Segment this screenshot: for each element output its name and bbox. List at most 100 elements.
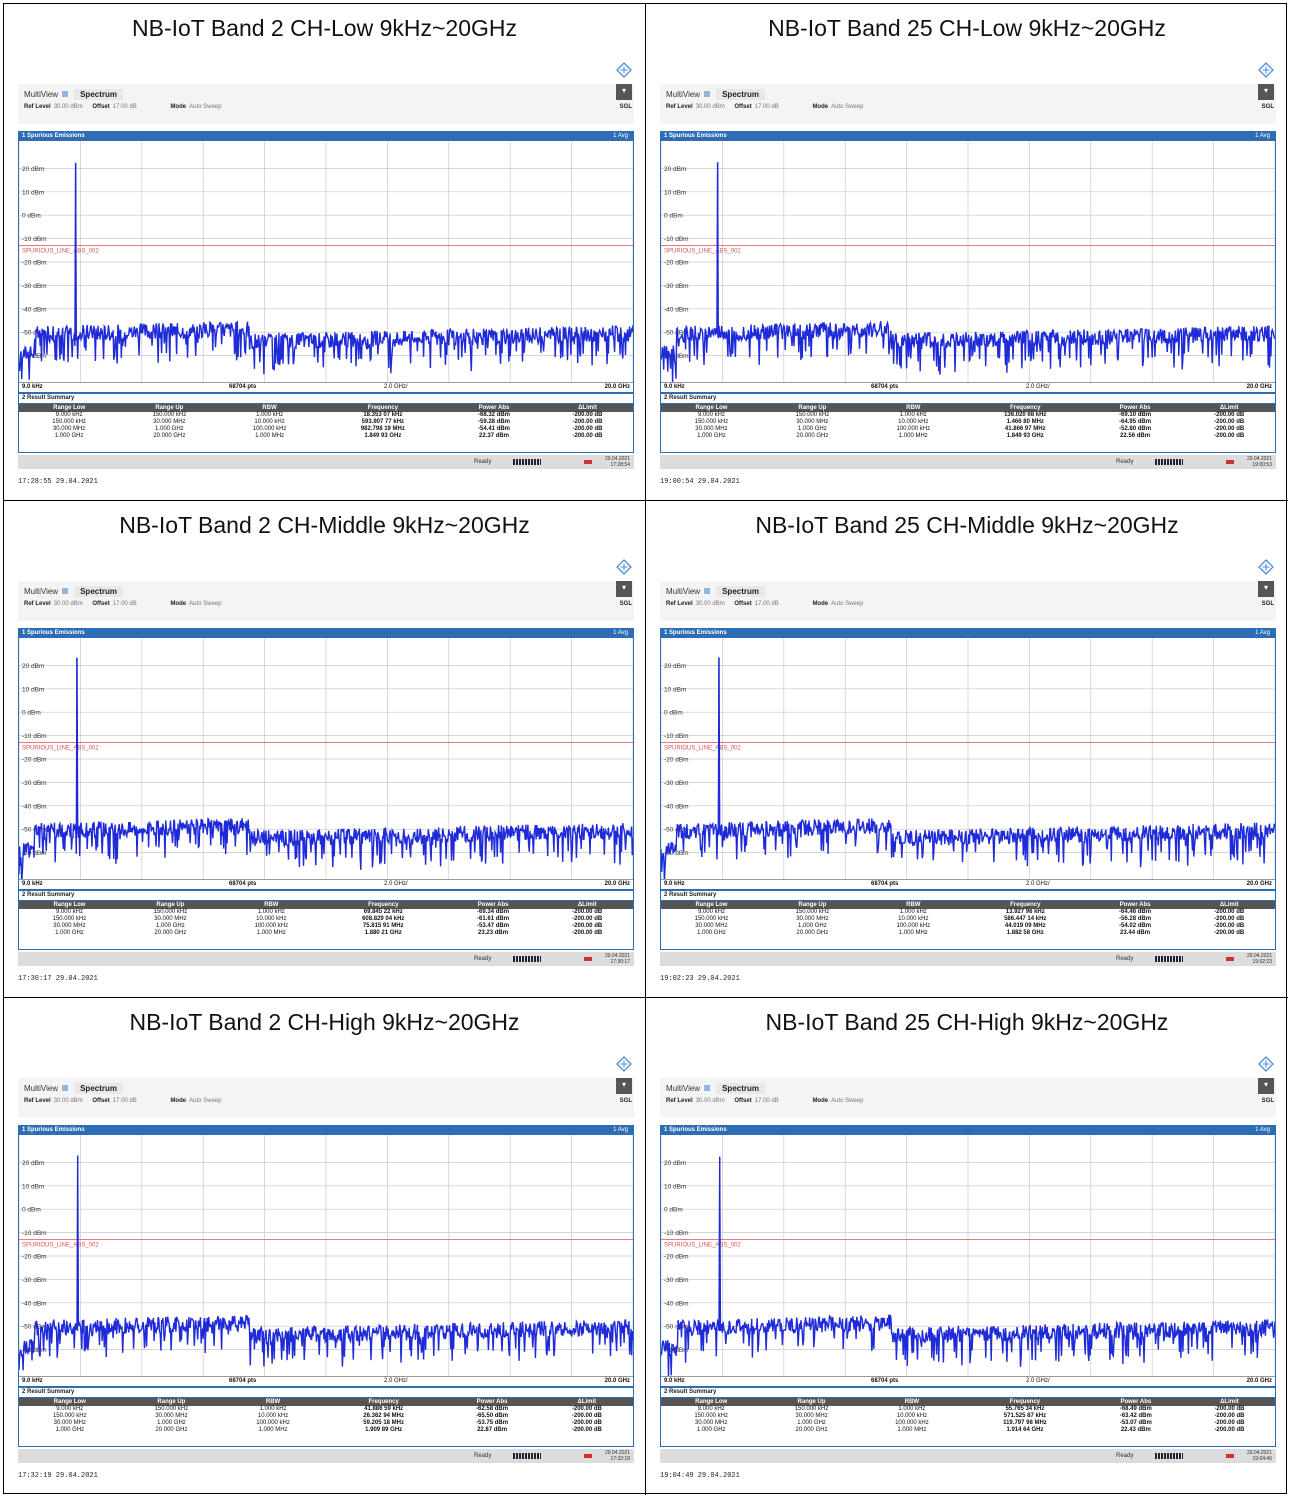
result-cell: 100.000 kHz <box>256 1420 290 1426</box>
tab-dropdown-icon[interactable] <box>62 91 69 97</box>
result-cell: -200.00 dB <box>571 1406 602 1412</box>
result-row: 150.000 kHz 30.000 MHz 10.000 kHz 571.525 8… <box>661 1413 1275 1420</box>
result-column-header: Frequency <box>963 901 1087 909</box>
y-tick-label: -10 dBm <box>664 1230 689 1237</box>
sgl-button[interactable]: ▾ <box>1258 581 1274 597</box>
x-stop: 20.0 GHz <box>1246 1378 1272 1384</box>
result-cell: 20.000 GHz <box>153 433 186 439</box>
y-tick-label: 20 dBm <box>22 663 44 670</box>
spectrum-svg: 20 dBm 10 dBm 0 dBm -10 dBm -20 dBm -30 dBm -4… <box>19 141 633 384</box>
x-start: 9.0 kHz <box>22 881 43 887</box>
result-summary-window: 2 Result Summary Range Low Range Up RBW Fre… <box>18 393 634 453</box>
tab-multiview[interactable]: MultiView <box>666 587 701 596</box>
tab-spectrum[interactable]: Spectrum <box>74 89 123 100</box>
sgl-button[interactable]: ▾ <box>616 84 632 100</box>
diamond-icon[interactable] <box>616 1056 632 1072</box>
result-cell: 22.87 dBm <box>477 1427 508 1433</box>
result-row: 9.000 kHz 150.000 kHz 1.000 kHz 13.927 96 k… <box>661 909 1275 916</box>
timestamp-caption: 19:00:54 29.04.2021 <box>660 478 740 486</box>
tab-spectrum[interactable]: Spectrum <box>716 1083 765 1094</box>
diamond-icon[interactable] <box>1258 1056 1274 1072</box>
tab-multiview[interactable]: MultiView <box>24 587 59 596</box>
mode-label: Mode <box>170 1098 187 1104</box>
tab-dropdown-icon[interactable] <box>704 91 711 97</box>
result-row: 9.000 kHz 150.000 kHz 1.000 kHz 69.845 22 k… <box>19 909 633 916</box>
spectrum-svg: 20 dBm 10 dBm 0 dBm -10 dBm -20 dBm -30 dBm -4… <box>19 638 633 881</box>
sgl-button[interactable]: ▾ <box>616 1078 632 1094</box>
spurious-emissions-window: 1 Spurious Emissions 1 Avg 20 dBm 10 dBm 0 … <box>660 131 1276 393</box>
progress-bar <box>1155 459 1183 465</box>
result-cell: 30.000 MHz <box>795 1413 828 1419</box>
limit-line-label: SPURIOUS_LINE_ABS_002 <box>664 746 741 752</box>
result-row: 9.000 kHz 150.000 kHz 1.000 kHz 18.353 07 k… <box>19 412 633 419</box>
mode-label: Mode <box>170 104 187 110</box>
mode-label: Mode <box>812 104 829 110</box>
sgl-button[interactable]: ▾ <box>616 581 632 597</box>
status-ready: Ready <box>474 956 492 962</box>
tab-spectrum[interactable]: Spectrum <box>716 586 765 597</box>
result-cell: -200.00 dB <box>1214 426 1245 432</box>
result-cell: 75.815 91 MHz <box>362 923 404 929</box>
diamond-icon[interactable] <box>616 62 632 78</box>
result-column-header: RBW <box>222 1398 324 1406</box>
y-tick-label: -60 dBm <box>22 353 47 360</box>
analyzer-screenshot: MultiView Spectrum Ref Level 30.00 dBm Off… <box>660 559 1276 985</box>
result-row: 1.000 GHz 20.000 GHz 1.000 MHz 1.909 89 GHz… <box>19 1427 633 1434</box>
result-header-row: Range Low Range Up RBW Frequency Power Abs ΔL… <box>661 404 1275 412</box>
status-datetime: 29.04.2021 19:00:53 <box>1247 456 1272 468</box>
tab-spectrum[interactable]: Spectrum <box>74 1083 123 1094</box>
sgl-button[interactable]: ▾ <box>1258 84 1274 100</box>
result-row: 150.000 kHz 30.000 MHz 10.000 kHz 26.362 94… <box>19 1413 633 1420</box>
status-ready: Ready <box>1116 956 1134 962</box>
toolbar: MultiView Spectrum Ref Level 30.00 dBm Off… <box>18 84 634 124</box>
panel-title: NB-IoT Band 25 CH-High 9kHz~20GHz <box>765 1009 1169 1035</box>
result-cell: -200.00 dB <box>1214 433 1245 439</box>
y-tick-label: -40 dBm <box>22 1300 47 1307</box>
result-column-header: Range Up <box>761 404 863 412</box>
window-header: 1 Spurious Emissions 1 Avg <box>19 629 633 638</box>
result-cell: -200.00 dB <box>1214 1413 1245 1419</box>
tab-spectrum[interactable]: Spectrum <box>716 89 765 100</box>
settings-line: Ref Level 30.00 dBm Offset 17.00 dB Mode Au… <box>24 1098 229 1104</box>
spurious-emissions-window: 1 Spurious Emissions 1 Avg 20 dBm 10 dBm 0 … <box>18 628 634 890</box>
status-led-icon <box>1226 1454 1234 1458</box>
tab-multiview[interactable]: MultiView <box>24 1084 59 1093</box>
tab-multiview[interactable]: MultiView <box>24 90 59 99</box>
timestamp-caption: 17:32:19 29.04.2021 <box>18 1472 98 1480</box>
result-cell: 1.849 93 GHz <box>1006 433 1044 439</box>
panel-title: NB-IoT Band 25 CH-Middle 9kHz~20GHz <box>755 512 1179 538</box>
result-cell: -69.10 dBm <box>1119 412 1152 418</box>
result-column-header: Range Up <box>120 1398 223 1406</box>
result-cell: 10.000 kHz <box>898 916 929 922</box>
result-summary-title: 2 Result Summary <box>661 394 1275 404</box>
panel-title: NB-IoT Band 2 CH-Low 9kHz~20GHz <box>132 15 517 41</box>
result-cell: 1.880 21 GHz <box>364 930 402 936</box>
y-tick-label: -10 dBm <box>22 733 47 740</box>
status-bar: Ready 29.04.2021 19:02:23 <box>660 952 1276 966</box>
tab-dropdown-icon[interactable] <box>704 1085 711 1091</box>
mode-label: Mode <box>812 601 829 607</box>
tab-multiview[interactable]: MultiView <box>666 90 701 99</box>
tab-dropdown-icon[interactable] <box>62 1085 69 1091</box>
result-cell: -200.00 dB <box>1214 923 1245 929</box>
result-cell: -53.07 dBm <box>1119 1420 1152 1426</box>
diamond-icon[interactable] <box>1258 559 1274 575</box>
diamond-icon[interactable] <box>616 559 632 575</box>
spectrum-svg: 20 dBm 10 dBm 0 dBm -10 dBm -20 dBm -30 dBm -4… <box>661 638 1275 881</box>
tab-spectrum[interactable]: Spectrum <box>74 586 123 597</box>
ref-level-label: Ref Level <box>24 601 51 607</box>
result-cell: 41.866 97 MHz <box>1004 426 1046 432</box>
result-column-header: Range Low <box>19 1398 121 1406</box>
ref-level-label: Ref Level <box>24 1098 51 1104</box>
sgl-button[interactable]: ▾ <box>1258 1078 1274 1094</box>
diamond-icon[interactable] <box>1258 62 1274 78</box>
sgl-label: SGL <box>619 601 632 607</box>
result-column-header: RBW <box>862 901 964 909</box>
status-led-icon <box>584 460 592 464</box>
tab-dropdown-icon[interactable] <box>704 588 711 594</box>
tab-multiview[interactable]: MultiView <box>666 1084 701 1093</box>
y-tick-label: 0 dBm <box>664 710 683 717</box>
result-cell: 30.000 MHz <box>154 916 187 922</box>
result-cell: 150.000 kHz <box>153 909 188 915</box>
tab-dropdown-icon[interactable] <box>62 588 69 594</box>
